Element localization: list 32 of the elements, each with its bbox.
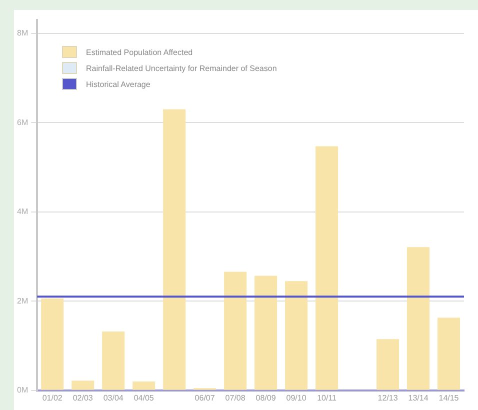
bar: [163, 109, 186, 390]
bar: [132, 381, 156, 390]
legend-label: Estimated Population Affected: [86, 48, 193, 56]
x-tick-label: 08/09: [256, 393, 276, 402]
x-tick-label: 14/15: [438, 393, 460, 402]
x-tick-label: 02/03: [72, 393, 94, 402]
x-tick-label: 01/02: [42, 393, 63, 402]
y-tick-label: 6M: [16, 118, 28, 127]
bar: [285, 281, 308, 390]
bar: [376, 339, 400, 390]
bar: [102, 331, 125, 390]
bar: [316, 146, 338, 390]
x-tick-label: 12/13: [378, 393, 398, 402]
legend-label: Historical Average: [86, 80, 150, 88]
bar: [41, 298, 64, 390]
y-tick-label: 2M: [16, 296, 28, 306]
y-tick-label: 4M: [16, 207, 28, 216]
x-tick-label: 04/05: [134, 393, 154, 402]
x-tick-label: 07/08: [225, 393, 246, 402]
x-tick-label: 13/14: [408, 393, 429, 402]
x-tick-label: 06/07: [194, 393, 216, 402]
bar: [254, 276, 278, 390]
x-tick-label: 09/10: [286, 393, 307, 402]
x-tick-label: 03/04: [103, 393, 124, 402]
bar: [407, 247, 430, 390]
x-tick-label: 10/11: [317, 393, 338, 402]
bar: [224, 272, 247, 390]
bar: [72, 380, 94, 390]
y-tick-label: 8M: [16, 28, 28, 38]
bar: [438, 318, 460, 390]
legend-label: Rainfall-Related Uncertainty for Remainder of Season: [86, 64, 277, 72]
y-tick-label: 0M: [16, 386, 28, 395]
